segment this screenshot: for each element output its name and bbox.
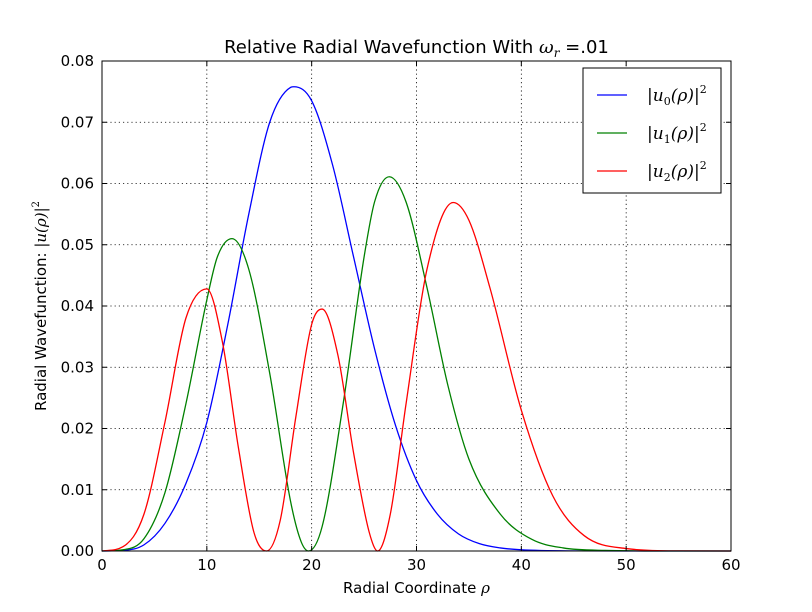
legend-label: |u2(ρ)|2 xyxy=(647,159,707,184)
y-axis-label-superscript: 2 xyxy=(31,201,42,207)
legend-label-subscript: 1 xyxy=(664,133,671,146)
legend-label-superscript: 2 xyxy=(700,121,707,134)
x-tick-label: 50 xyxy=(617,556,636,574)
y-axis-label: Radial Wavefunction: |u(ρ)|2 xyxy=(31,201,50,411)
y-tick-label: 0.04 xyxy=(61,297,94,315)
chart-title-prefix: Relative Radial Wavefunction With xyxy=(224,37,539,58)
legend-label-open: | xyxy=(647,162,653,182)
legend-box xyxy=(582,67,722,194)
y-tick-label: 0.08 xyxy=(61,52,94,70)
x-axis-label: Radial Coordinate ρ xyxy=(343,579,490,597)
grid xyxy=(102,61,731,551)
x-tick-label: 60 xyxy=(721,556,740,574)
legend-label-superscript: 2 xyxy=(700,159,707,172)
x-tick-label: 0 xyxy=(97,556,107,574)
legend-label-open: | xyxy=(647,124,653,144)
legend-label-subscript: 2 xyxy=(664,171,671,184)
y-tick-label: 0.03 xyxy=(61,358,94,376)
legend-label-base: u xyxy=(653,124,664,144)
x-tick-label: 30 xyxy=(407,556,426,574)
y-tick-label: 0.00 xyxy=(61,542,94,560)
legend-label: |u1(ρ)|2 xyxy=(647,121,707,146)
series-line-u1 xyxy=(101,176,731,552)
y-tick-label: 0.05 xyxy=(61,236,94,254)
legend-label-arg: (ρ)| xyxy=(671,162,700,182)
legend-label: |u0(ρ)|2 xyxy=(647,83,707,108)
legend-label-subscript: 0 xyxy=(664,95,671,108)
chart-title-symbol-subscript: r xyxy=(554,46,561,60)
series-line-u2 xyxy=(101,201,732,552)
y-tick-label: 0.06 xyxy=(61,175,94,193)
legend-entry-u1: |u1(ρ)|2 xyxy=(597,121,707,146)
chart-title: Relative Radial Wavefunction With ωr =.0… xyxy=(224,37,609,60)
ticks: 0 10 20 30 40 50 600.000.010.020.030.040.050.0… xyxy=(61,52,741,574)
x-axis-label-symbol: ρ xyxy=(480,579,490,597)
legend-entry-u2: |u2(ρ)|2 xyxy=(597,159,707,184)
legend: |u0(ρ)|2|u1(ρ)|2|u2(ρ)|2 xyxy=(582,67,722,194)
chart-title-suffix: =.01 xyxy=(559,37,608,58)
legend-label-base: u xyxy=(653,162,664,182)
plot-area xyxy=(101,86,732,552)
y-tick-label: 0.07 xyxy=(61,113,94,131)
chart-title-symbol: ω xyxy=(539,37,554,58)
y-axis-label-math: |u(ρ)| xyxy=(32,207,50,247)
x-axis-label-text: Radial Coordinate xyxy=(343,579,481,597)
legend-entry-u0: |u0(ρ)|2 xyxy=(597,83,707,108)
legend-label-arg: (ρ)| xyxy=(671,86,700,106)
x-tick-label: 20 xyxy=(302,556,321,574)
legend-label-arg: (ρ)| xyxy=(671,124,700,144)
legend-label-open: | xyxy=(647,86,653,106)
series-line-u0 xyxy=(101,86,731,552)
x-tick-label: 10 xyxy=(197,556,216,574)
y-axis-label-text: Radial Wavefunction: xyxy=(32,248,50,411)
y-tick-label: 0.02 xyxy=(61,420,94,438)
x-tick-label: 40 xyxy=(512,556,531,574)
legend-label-base: u xyxy=(653,86,664,106)
y-tick-label: 0.01 xyxy=(61,481,94,499)
legend-label-superscript: 2 xyxy=(700,83,707,96)
